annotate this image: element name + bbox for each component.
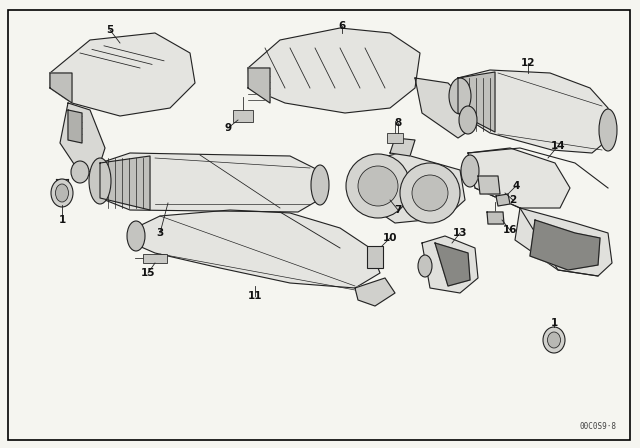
Ellipse shape <box>543 327 565 353</box>
Polygon shape <box>60 103 105 173</box>
Bar <box>233 110 253 122</box>
Ellipse shape <box>56 184 68 202</box>
Polygon shape <box>458 70 610 153</box>
Text: 16: 16 <box>503 225 517 235</box>
Polygon shape <box>478 176 500 194</box>
Polygon shape <box>468 148 570 208</box>
Text: 5: 5 <box>106 25 114 35</box>
Bar <box>367 246 383 268</box>
Polygon shape <box>415 78 470 138</box>
Text: 4: 4 <box>512 181 520 191</box>
Ellipse shape <box>461 155 479 187</box>
Polygon shape <box>515 208 612 276</box>
Circle shape <box>412 175 448 211</box>
Polygon shape <box>100 156 150 210</box>
Ellipse shape <box>599 109 617 151</box>
Text: 15: 15 <box>141 268 156 278</box>
Polygon shape <box>390 138 415 156</box>
Polygon shape <box>68 110 82 143</box>
Text: 00C0S9·8: 00C0S9·8 <box>579 422 616 431</box>
Polygon shape <box>355 278 395 306</box>
Ellipse shape <box>51 179 73 207</box>
Polygon shape <box>50 33 195 116</box>
Text: 1: 1 <box>550 318 557 328</box>
Text: 10: 10 <box>383 233 397 243</box>
Polygon shape <box>50 73 72 103</box>
Polygon shape <box>100 153 322 212</box>
Polygon shape <box>458 72 495 132</box>
Text: 7: 7 <box>394 205 402 215</box>
Text: 14: 14 <box>550 141 565 151</box>
Text: 1: 1 <box>58 215 66 225</box>
Ellipse shape <box>311 165 329 205</box>
Ellipse shape <box>418 255 432 277</box>
Polygon shape <box>355 153 465 223</box>
Ellipse shape <box>127 221 145 251</box>
Polygon shape <box>248 28 420 113</box>
Polygon shape <box>435 243 470 286</box>
Bar <box>387 133 403 143</box>
Ellipse shape <box>449 78 471 114</box>
Text: 2: 2 <box>509 195 516 205</box>
Circle shape <box>358 166 398 206</box>
Ellipse shape <box>71 161 89 183</box>
Text: 13: 13 <box>452 228 467 238</box>
Ellipse shape <box>547 332 561 348</box>
Polygon shape <box>496 194 510 206</box>
Text: 8: 8 <box>394 118 402 128</box>
Polygon shape <box>132 210 380 288</box>
Polygon shape <box>530 220 600 270</box>
Ellipse shape <box>89 158 111 204</box>
Bar <box>143 254 167 263</box>
Text: 12: 12 <box>521 58 535 68</box>
Polygon shape <box>248 68 270 103</box>
Text: 9: 9 <box>225 123 232 133</box>
Text: 11: 11 <box>248 291 262 301</box>
Ellipse shape <box>459 106 477 134</box>
Polygon shape <box>487 212 504 224</box>
Polygon shape <box>422 236 478 293</box>
Text: 6: 6 <box>339 21 346 31</box>
Circle shape <box>346 154 410 218</box>
Circle shape <box>400 163 460 223</box>
Text: 3: 3 <box>156 228 164 238</box>
